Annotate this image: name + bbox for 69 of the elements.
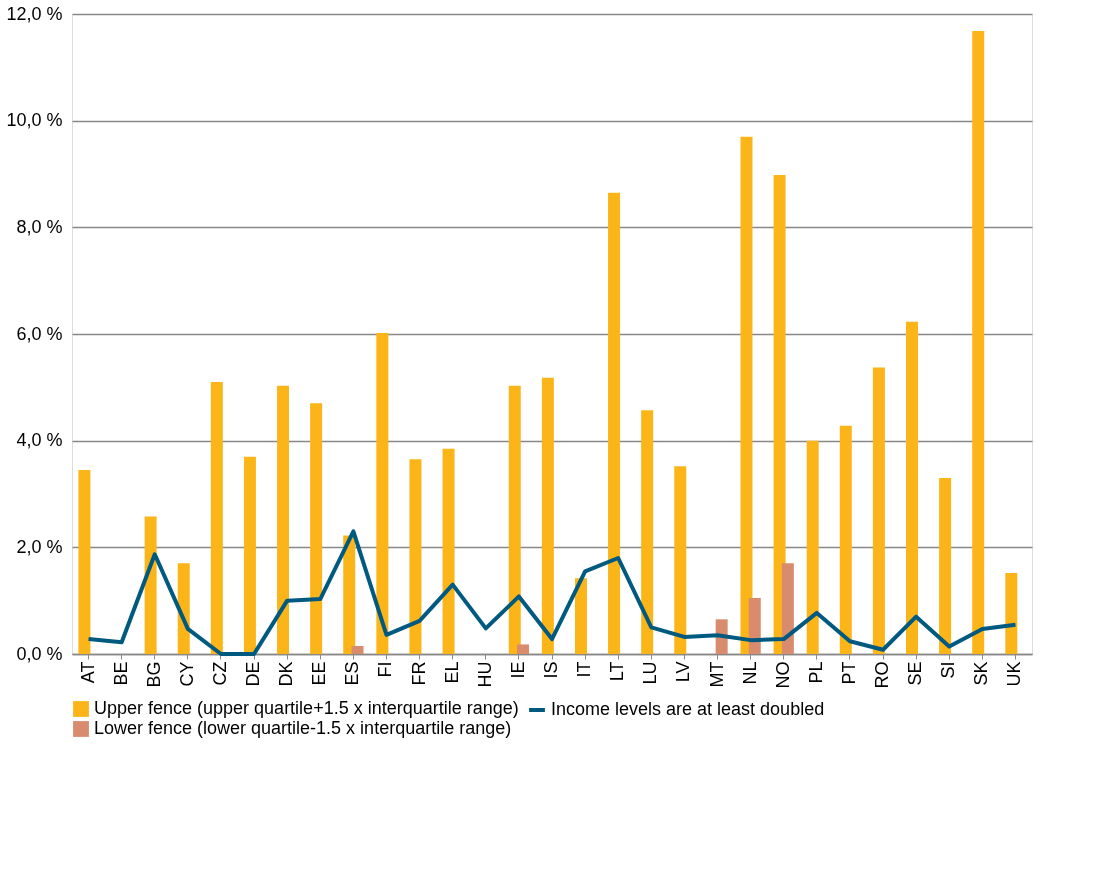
x-tick-label: HU	[474, 661, 495, 688]
x-tick-label: IE	[507, 661, 528, 679]
bar	[839, 425, 852, 654]
bar	[409, 459, 422, 654]
bar	[243, 456, 256, 654]
bar	[541, 377, 554, 654]
x-tick-label: MT	[706, 661, 727, 688]
x-tick-label: LT	[607, 661, 628, 682]
y-tick-label: 4,0 %	[16, 430, 63, 451]
x-tick-label: DE	[243, 661, 264, 687]
bar	[773, 175, 786, 654]
bar	[376, 332, 389, 654]
bar	[906, 321, 918, 654]
legend-label: Lower fence (lower quartile-1.5 x interquartile range)	[94, 718, 512, 738]
bar	[806, 440, 819, 654]
x-tick-label: BE	[110, 661, 131, 686]
bar	[351, 646, 364, 654]
x-tick-label: CY	[176, 661, 197, 687]
y-tick-label: 2,0 %	[16, 536, 63, 557]
x-tick-label: IT	[574, 661, 595, 678]
x-tick-label: ES	[342, 661, 363, 686]
bar	[740, 136, 753, 654]
x-tick-label: NL	[739, 661, 760, 685]
x-tick-label: UK	[1004, 661, 1025, 687]
x-tick-label: DK	[276, 661, 297, 687]
legend-label: Upper fence (upper quartile+1.5 x interquartile range)	[94, 698, 519, 718]
bar	[608, 192, 621, 654]
bar	[972, 31, 985, 654]
x-tick-label: EL	[441, 661, 462, 684]
bar	[343, 535, 356, 654]
x-tick-label: CZ	[209, 661, 230, 686]
bar	[641, 410, 654, 654]
x-tick-label: BG	[143, 661, 164, 688]
x-tick-label: AT	[77, 661, 98, 684]
x-tick-label: FI	[375, 661, 396, 678]
x-tick-label: FR	[408, 661, 429, 686]
y-tick-label: 10,0 %	[6, 110, 63, 131]
line-series	[86, 529, 1018, 656]
bar	[872, 367, 885, 654]
bar	[78, 470, 91, 654]
bar	[781, 563, 794, 654]
bar	[1005, 572, 1018, 654]
x-tick-label: RO	[872, 661, 893, 689]
y-tick-label: 8,0 %	[16, 216, 63, 237]
legend-label: Income levels are at least doubled	[551, 699, 825, 719]
x-tick-label: PL	[805, 661, 826, 684]
x-tick-label: PT	[838, 661, 859, 685]
x-tick-label: LU	[640, 661, 661, 685]
x-tick-label: SK	[971, 661, 992, 686]
x-tick-label: EE	[309, 661, 330, 686]
x-tick-label: IS	[541, 661, 561, 679]
bar	[277, 385, 290, 654]
x-tick-label: SI	[938, 661, 959, 679]
x-tick-label: LV	[673, 661, 694, 683]
bar	[674, 466, 687, 654]
bar	[748, 598, 761, 654]
x-tick-label: SE	[905, 661, 926, 686]
bar	[939, 478, 952, 654]
bar	[517, 644, 530, 654]
y-tick-label: 12,0 %	[6, 3, 63, 24]
bar	[442, 448, 455, 654]
y-tick-label: 0,0 %	[16, 643, 63, 664]
x-tick-label: NO	[772, 661, 793, 689]
bar	[310, 403, 323, 654]
bar	[210, 382, 223, 654]
bar	[144, 516, 157, 654]
y-tick-label: 6,0 %	[16, 323, 63, 344]
bar	[508, 385, 521, 654]
bar	[574, 578, 587, 654]
